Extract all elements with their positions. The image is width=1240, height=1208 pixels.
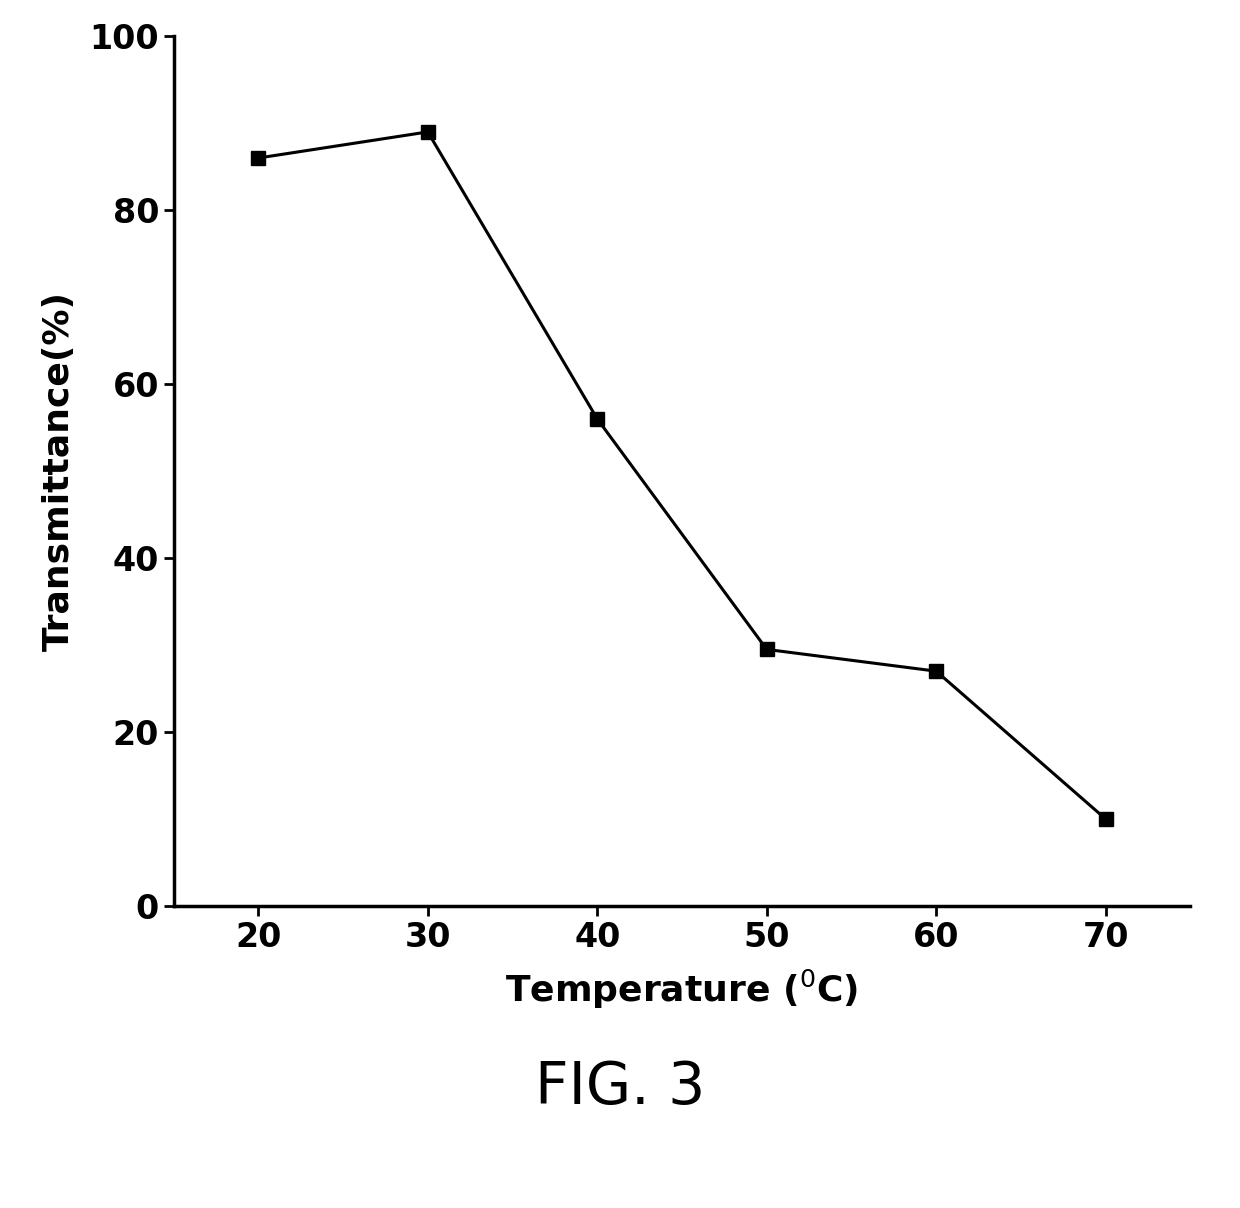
Y-axis label: Transmittance(%): Transmittance(%) — [41, 291, 76, 651]
Text: FIG. 3: FIG. 3 — [534, 1058, 706, 1116]
X-axis label: Temperature ($^{0}$C): Temperature ($^{0}$C) — [506, 968, 858, 1011]
